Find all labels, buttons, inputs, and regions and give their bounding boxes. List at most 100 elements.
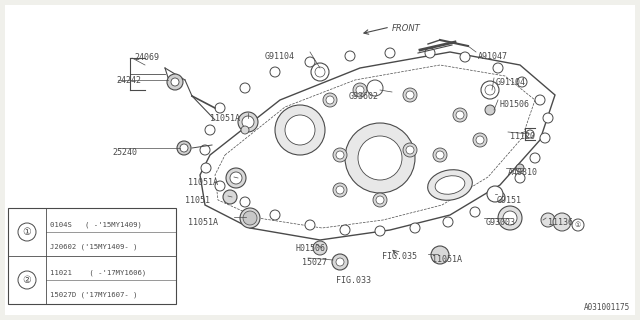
Circle shape	[453, 108, 467, 122]
Circle shape	[242, 116, 254, 128]
Circle shape	[240, 197, 250, 207]
Circle shape	[180, 144, 188, 152]
Circle shape	[336, 258, 344, 266]
Circle shape	[373, 193, 387, 207]
Text: A40810: A40810	[508, 168, 538, 177]
Circle shape	[473, 133, 487, 147]
Circle shape	[171, 78, 179, 86]
Circle shape	[336, 186, 344, 194]
Circle shape	[470, 207, 480, 217]
Text: 0104S   ( -'15MY1409): 0104S ( -'15MY1409)	[50, 221, 142, 228]
Circle shape	[495, 192, 505, 202]
Circle shape	[345, 51, 355, 61]
Circle shape	[515, 173, 525, 183]
Text: A91047: A91047	[478, 52, 508, 61]
Circle shape	[431, 246, 449, 264]
Circle shape	[336, 151, 344, 159]
Circle shape	[205, 125, 215, 135]
Circle shape	[340, 225, 350, 235]
Text: H01506: H01506	[296, 244, 326, 253]
Text: 11021    ( -'17MY1606): 11021 ( -'17MY1606)	[50, 269, 147, 276]
Circle shape	[270, 210, 280, 220]
Circle shape	[403, 88, 417, 102]
Circle shape	[406, 91, 414, 99]
Text: G93003: G93003	[486, 218, 516, 227]
Circle shape	[517, 77, 527, 87]
Circle shape	[332, 254, 348, 270]
Circle shape	[345, 123, 415, 193]
Circle shape	[498, 206, 522, 230]
Text: G91104: G91104	[496, 78, 526, 87]
Circle shape	[406, 146, 414, 154]
Circle shape	[243, 211, 257, 225]
Text: 15027: 15027	[302, 258, 327, 267]
FancyBboxPatch shape	[5, 5, 635, 315]
Circle shape	[333, 183, 347, 197]
Circle shape	[503, 211, 517, 225]
Circle shape	[18, 223, 36, 241]
Text: 11051A: 11051A	[188, 218, 218, 227]
Circle shape	[530, 153, 540, 163]
Text: ①: ①	[575, 222, 581, 228]
Circle shape	[240, 208, 260, 228]
Circle shape	[543, 113, 553, 123]
Text: ①: ①	[22, 227, 31, 237]
Text: FRONT: FRONT	[392, 24, 420, 33]
Text: J20602 ('15MY1409- ): J20602 ('15MY1409- )	[50, 243, 138, 250]
Text: 11051: 11051	[185, 196, 210, 205]
Circle shape	[540, 133, 550, 143]
Circle shape	[541, 213, 555, 227]
Circle shape	[215, 103, 225, 113]
Circle shape	[425, 48, 435, 58]
Text: 24242: 24242	[116, 76, 141, 85]
Circle shape	[433, 148, 447, 162]
Circle shape	[376, 196, 384, 204]
Text: 11051A: 11051A	[432, 255, 462, 264]
Circle shape	[460, 52, 470, 62]
Circle shape	[323, 93, 337, 107]
Circle shape	[526, 130, 534, 138]
Circle shape	[215, 181, 225, 191]
Circle shape	[230, 172, 242, 184]
Text: 11051A: 11051A	[210, 114, 240, 123]
Circle shape	[223, 190, 237, 204]
Circle shape	[241, 126, 249, 134]
Text: ②: ②	[22, 275, 31, 285]
Circle shape	[493, 63, 503, 73]
Text: 11136: 11136	[548, 218, 573, 227]
Circle shape	[476, 136, 484, 144]
Circle shape	[356, 86, 364, 94]
Text: FIG.035: FIG.035	[382, 252, 417, 261]
Circle shape	[456, 111, 464, 119]
Circle shape	[535, 95, 545, 105]
Ellipse shape	[435, 176, 465, 194]
Circle shape	[285, 115, 315, 145]
Circle shape	[305, 220, 315, 230]
Circle shape	[572, 219, 584, 231]
Circle shape	[487, 186, 503, 202]
Text: A031001175: A031001175	[584, 303, 630, 312]
Circle shape	[516, 164, 524, 172]
Circle shape	[313, 241, 327, 255]
Text: 24069: 24069	[134, 53, 159, 62]
Text: 15027D ('17MY1607- ): 15027D ('17MY1607- )	[50, 291, 138, 298]
Text: H01506: H01506	[500, 100, 530, 109]
Text: G91104: G91104	[265, 52, 295, 61]
Circle shape	[375, 226, 385, 236]
Polygon shape	[200, 52, 555, 240]
Circle shape	[167, 74, 183, 90]
Circle shape	[270, 67, 280, 77]
Circle shape	[436, 151, 444, 159]
Circle shape	[240, 83, 250, 93]
Circle shape	[443, 217, 453, 227]
Circle shape	[200, 145, 210, 155]
Circle shape	[275, 105, 325, 155]
Ellipse shape	[428, 170, 472, 200]
Circle shape	[367, 80, 383, 96]
Circle shape	[481, 81, 499, 99]
Circle shape	[485, 105, 495, 115]
Circle shape	[226, 168, 246, 188]
Circle shape	[201, 163, 211, 173]
Circle shape	[333, 148, 347, 162]
Circle shape	[177, 141, 191, 155]
